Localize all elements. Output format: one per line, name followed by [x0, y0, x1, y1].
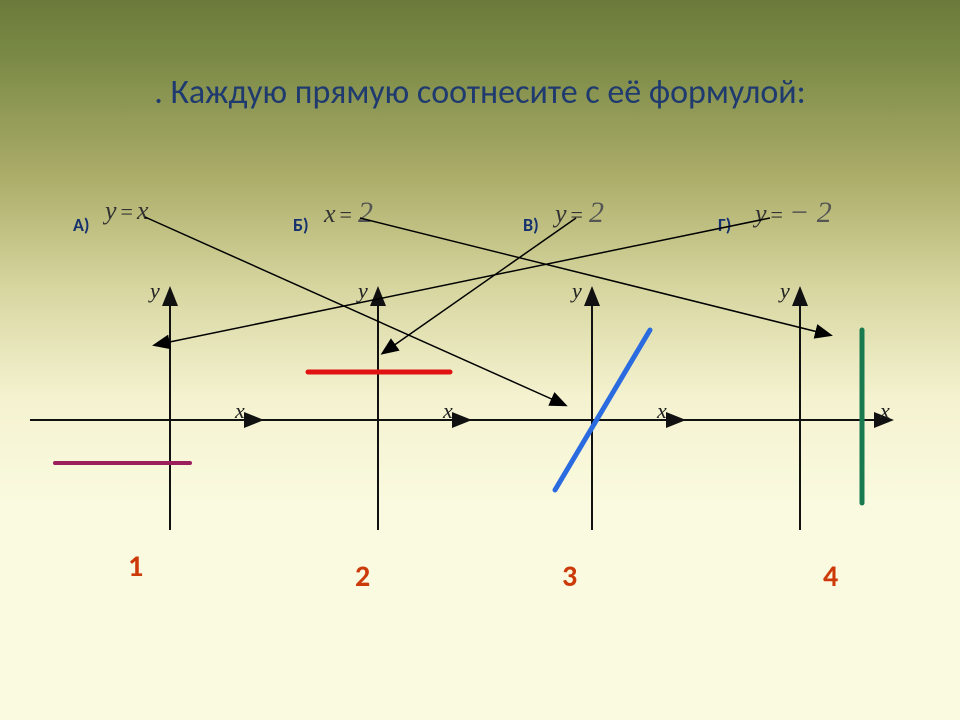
- graph-number-2: 2: [355, 558, 370, 595]
- x-axis-label-3: х: [657, 398, 667, 424]
- stage: . Каждую прямую соотнесите с её формулой…: [0, 0, 960, 720]
- y-axis-label-4: у: [780, 278, 790, 304]
- x-axis-label-1: х: [235, 398, 245, 424]
- x-axis-label-2: х: [443, 398, 453, 424]
- y-axis-label-2: у: [358, 278, 368, 304]
- graph-number-4: 4: [823, 558, 838, 595]
- x-axis-label-4: х: [880, 398, 890, 424]
- graph-number-3: 3: [562, 558, 577, 595]
- graph-number-1: 1: [128, 548, 143, 585]
- y-axis-label-1: у: [150, 278, 160, 304]
- y-axis-label-3: у: [572, 278, 582, 304]
- diagram-svg: [0, 0, 960, 720]
